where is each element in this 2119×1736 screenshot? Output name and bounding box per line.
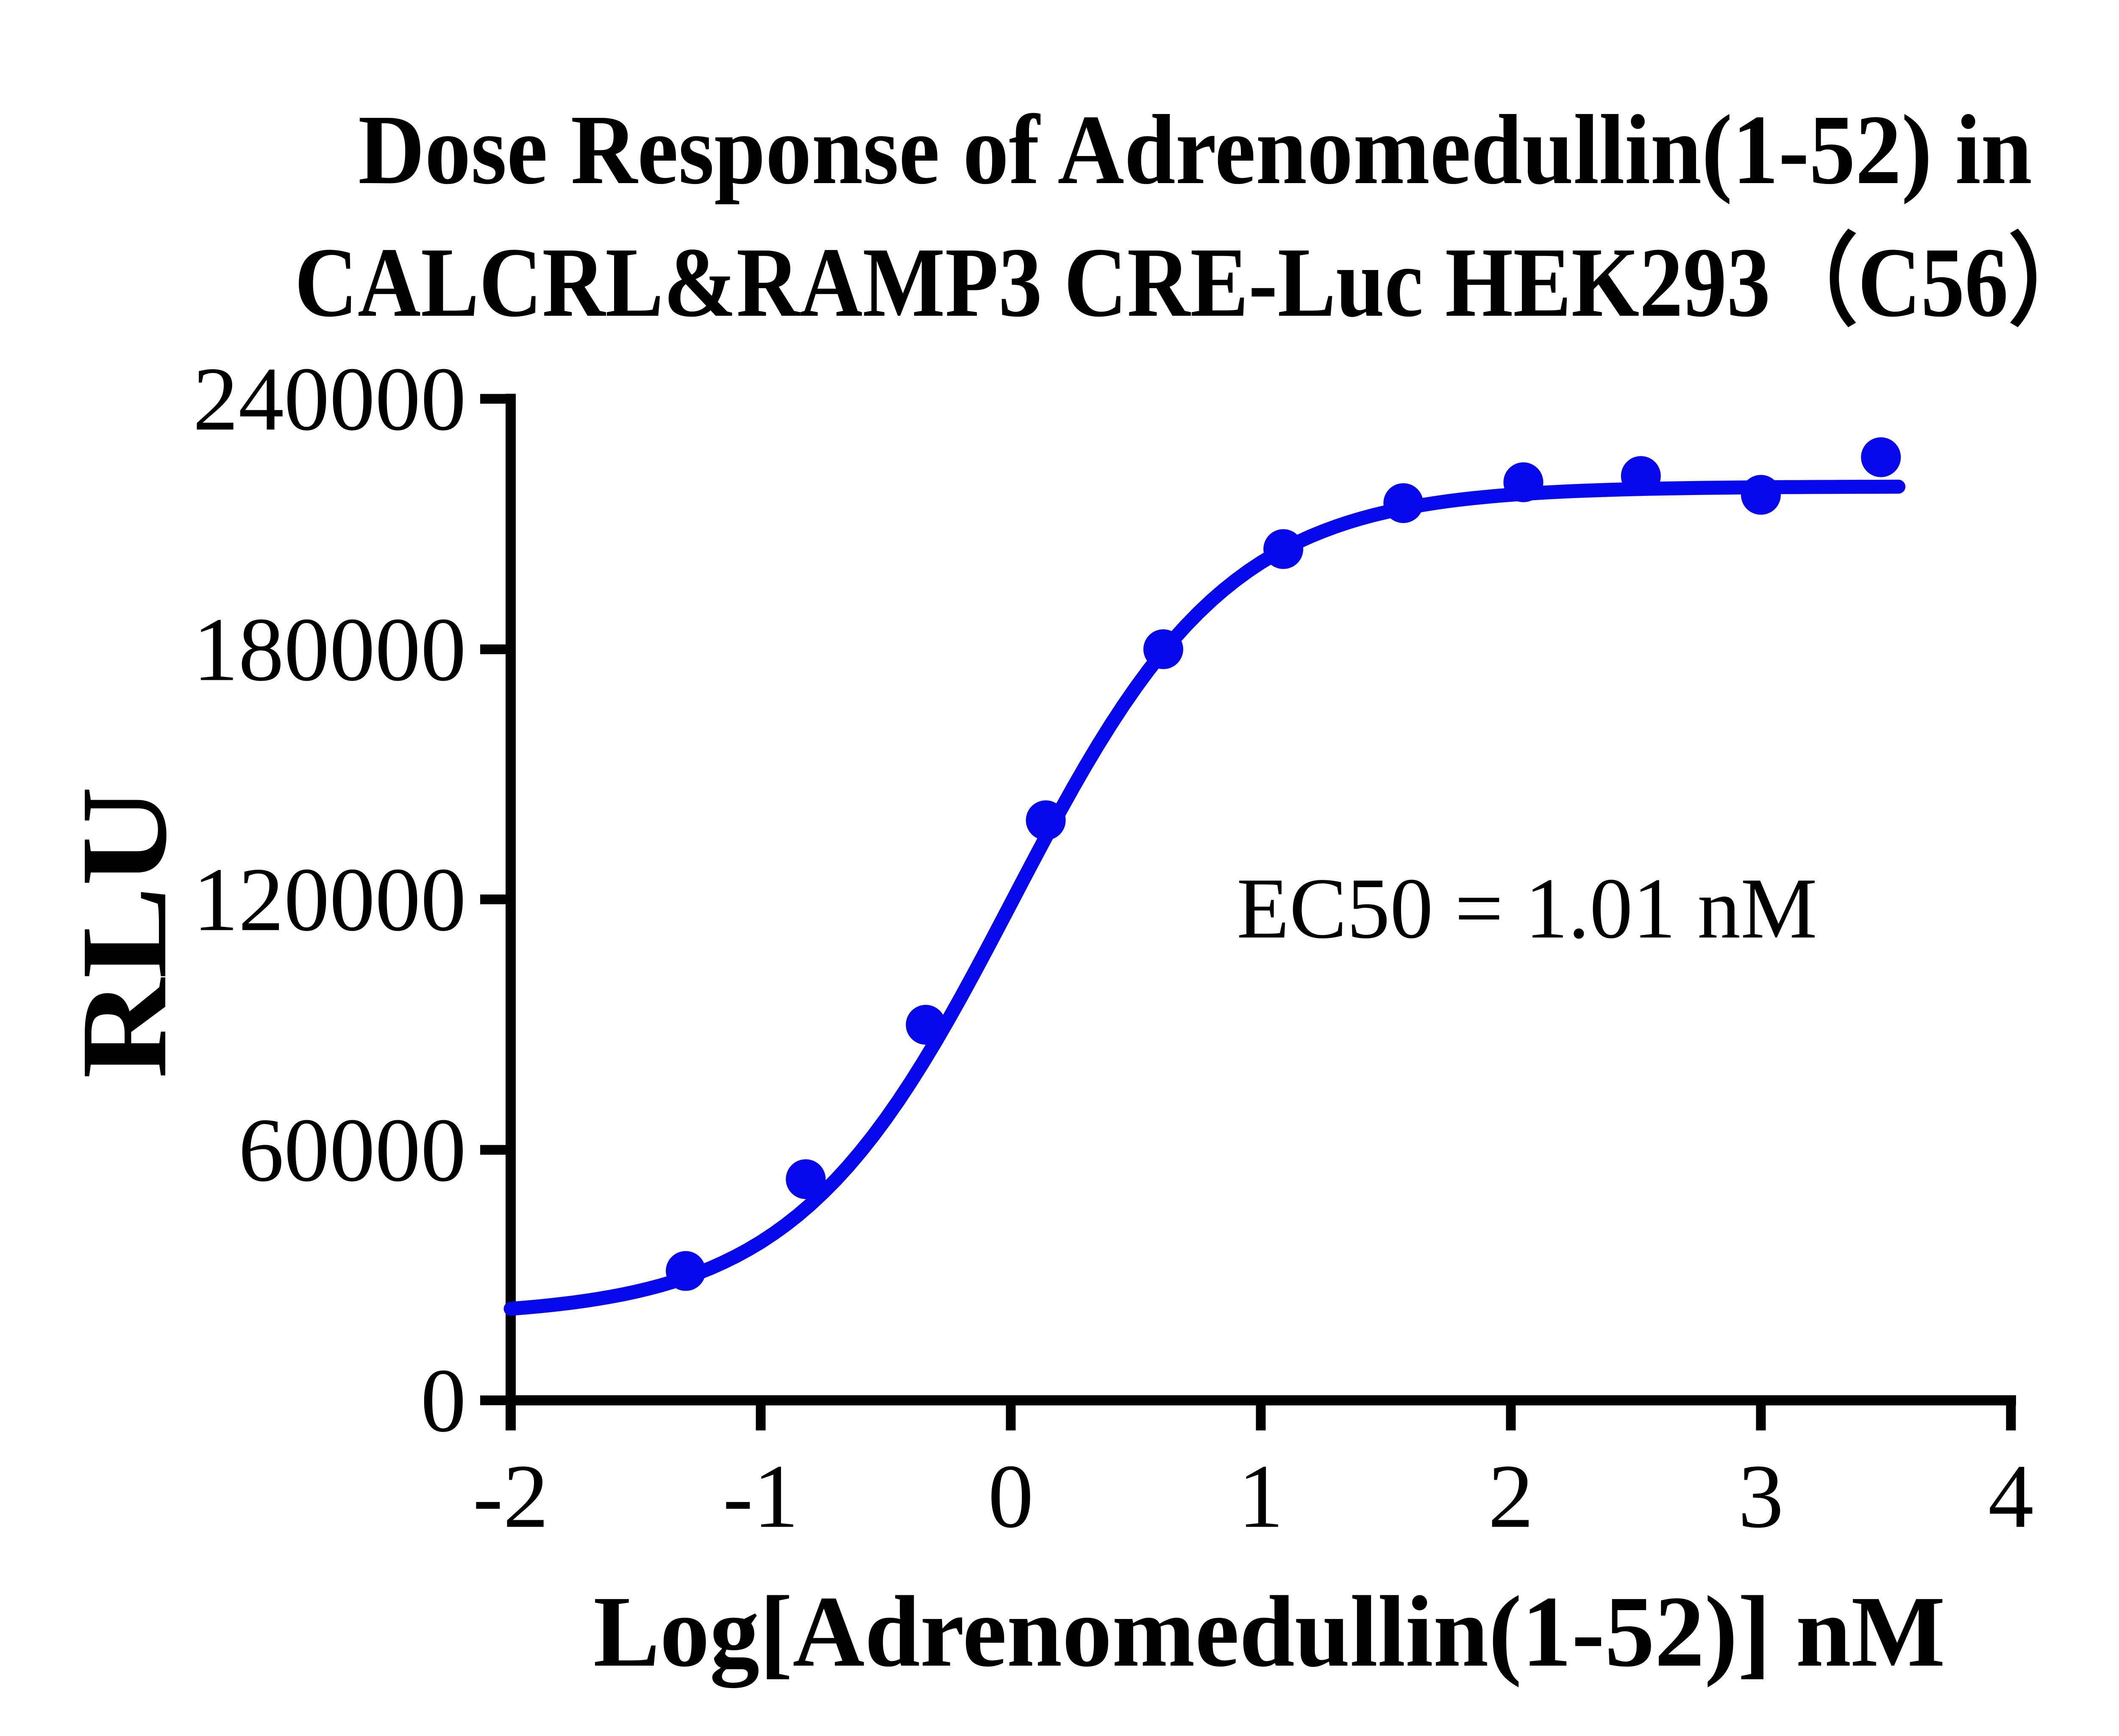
x-tick-label: 3: [1738, 1446, 1784, 1547]
y-axis-tick-labels: 240000 180000 120000 60000 0: [193, 348, 466, 1451]
data-point: [1383, 483, 1424, 523]
y-tick-label: 60000: [239, 1099, 467, 1201]
x-tick-label: 4: [1988, 1446, 2034, 1547]
data-point: [906, 1004, 946, 1045]
x-axis-title: Log[Adrenomedullin(1-52)] nM: [593, 1575, 1945, 1688]
x-tick-label: 1: [1238, 1446, 1284, 1547]
x-axis-tick-labels: -2 -1 0 1 2 3 4: [473, 1446, 2033, 1547]
chart-title-line2: CALCRL&RAMP3 CRE-Luc HEK293（C56）: [295, 227, 2096, 337]
y-axis-title: RLU: [56, 786, 192, 1079]
x-tick-label: 2: [1488, 1446, 1534, 1547]
dose-response-curve: [503, 479, 1905, 1316]
y-axis-ticks: [480, 394, 507, 1405]
y-tick-label: 240000: [193, 348, 466, 450]
x-tick-label: -2: [473, 1446, 548, 1547]
data-points: [666, 437, 1901, 1291]
ec50-annotation: EC50 = 1.01 nM: [1237, 860, 1817, 957]
y-axis: 240000 180000 120000 60000 0: [193, 348, 516, 1451]
data-point: [1621, 456, 1661, 496]
x-tick-label: 0: [988, 1446, 1034, 1547]
x-tick-label: -1: [723, 1446, 798, 1547]
y-tick-label: 0: [421, 1350, 467, 1451]
data-point: [1026, 800, 1066, 840]
data-point: [1741, 475, 1781, 515]
series-adrenomedullin: [503, 437, 1905, 1316]
data-point: [1861, 437, 1901, 477]
y-tick-label: 180000: [193, 599, 466, 700]
data-point: [666, 1251, 706, 1291]
x-axis-line: [506, 1395, 2016, 1405]
x-axis: -2 -1 0 1 2 3 4: [473, 1395, 2034, 1547]
y-axis-line: [506, 394, 516, 1430]
x-axis-ticks: [506, 1404, 2016, 1430]
chart-title-line1: Dose Response of Adrenomedullin(1-52) in: [358, 95, 2032, 205]
y-tick-label: 120000: [193, 849, 466, 950]
data-point: [1263, 529, 1304, 569]
data-point: [1503, 462, 1543, 502]
data-point: [1143, 629, 1183, 669]
data-point: [786, 1159, 826, 1199]
